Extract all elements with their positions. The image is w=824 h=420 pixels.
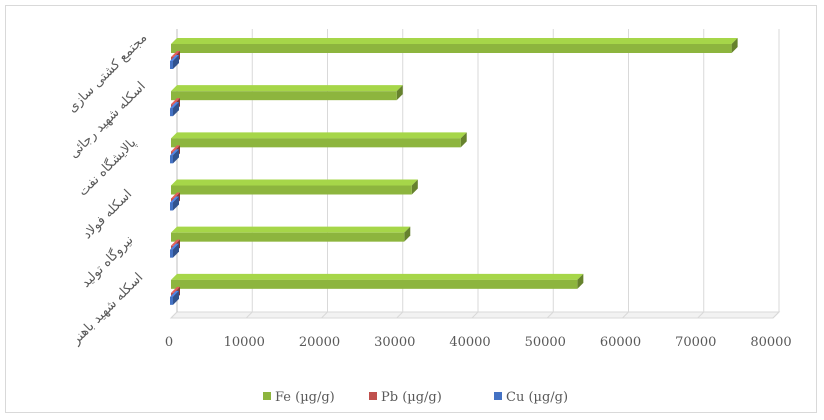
bar-fe xyxy=(171,38,738,53)
bar-cu xyxy=(170,55,179,69)
gridline-floor xyxy=(471,311,479,319)
bar-fe xyxy=(171,132,467,148)
bar-fe xyxy=(171,85,403,101)
category-label: مجتمع کشتی سازی xyxy=(65,30,150,115)
legend-swatch xyxy=(494,392,502,400)
legend-label: Fe (µg/g) xyxy=(275,390,335,405)
x-tick-label: 0 xyxy=(165,335,173,350)
x-tick-label: 50000 xyxy=(525,335,566,350)
legend-swatch xyxy=(263,392,271,400)
bar-cu xyxy=(170,196,179,211)
bar-fe xyxy=(171,179,418,195)
bar-fe xyxy=(171,273,584,289)
legend-item: Fe (µg/g) xyxy=(263,390,335,405)
gridline-floor xyxy=(546,311,554,319)
legend-swatch xyxy=(369,392,377,400)
legend-item: Pb (µg/g) xyxy=(369,390,442,405)
bar-cu xyxy=(170,102,179,117)
bar-cu xyxy=(170,149,179,164)
x-tick-label: 30000 xyxy=(374,335,415,350)
chart-frame xyxy=(5,5,817,413)
x-tick-label: 60000 xyxy=(600,335,641,350)
gridline-floor xyxy=(396,311,404,319)
x-tick-label: 40000 xyxy=(449,335,490,350)
x-tick-label: 10000 xyxy=(224,335,265,350)
gridline-floor xyxy=(170,311,178,319)
bar-cu xyxy=(170,290,179,305)
bar-cu xyxy=(170,243,179,258)
gridline-floor xyxy=(772,311,780,319)
gridline-floor xyxy=(697,311,705,319)
legend-label: Cu (µg/g) xyxy=(506,390,568,405)
gridline-floor xyxy=(622,311,629,319)
axis-layer: 0 10000 20000 30000 40000 50000 60000 70000 8000… xyxy=(165,29,792,350)
legend-item: Cu (µg/g) xyxy=(494,390,568,405)
x-tick-label: 80000 xyxy=(750,335,791,350)
legend-label: Pb (µg/g) xyxy=(381,390,442,405)
gridline-floor xyxy=(245,311,253,319)
bar-fe xyxy=(171,226,411,242)
legend: Fe (µg/g) Pb (µg/g) Cu (µg/g) xyxy=(263,390,568,405)
bar-layer xyxy=(170,38,738,305)
x-tick-label: 70000 xyxy=(675,335,716,350)
gridline-floor xyxy=(321,311,328,319)
x-tick-label: 20000 xyxy=(299,335,340,350)
